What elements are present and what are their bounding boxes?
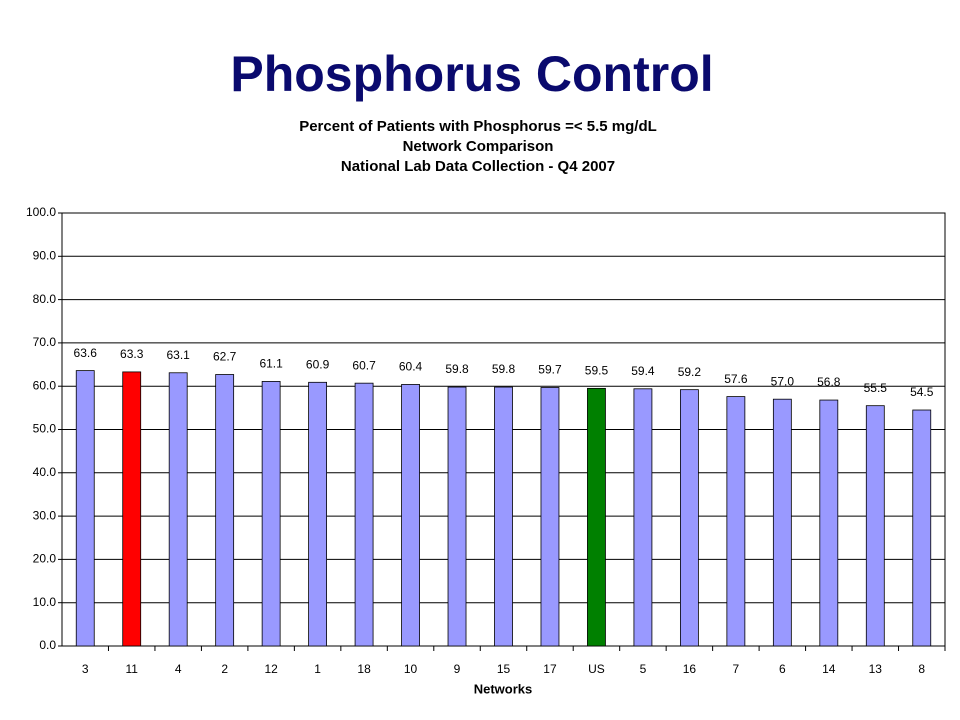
value-label: 63.6 [74,346,98,360]
value-label: 60.9 [306,357,330,371]
bar [308,381,328,647]
bar [679,389,699,647]
bar [912,409,932,647]
x-axis-label: Networks [474,681,533,696]
bar [122,371,142,647]
y-tick-label: 40.0 [33,465,57,479]
value-label: 63.3 [120,347,144,361]
bar [819,399,839,647]
y-tick-label: 100.0 [26,205,56,219]
x-tick-label: 4 [175,662,182,676]
bar [726,396,746,647]
value-label: 63.1 [167,348,191,362]
x-tick-label: 10 [404,662,418,676]
value-label: 57.6 [724,372,748,386]
x-tick-label: 1 [314,662,321,676]
bar [168,372,188,647]
bar [261,381,281,647]
value-label: 60.7 [352,358,376,372]
bar [865,405,885,647]
bar [633,388,653,647]
x-tick-label: 16 [683,662,697,676]
y-tick-label: 50.0 [33,422,57,436]
x-tick-label: 5 [640,662,647,676]
chart-title: Network Comparison [403,138,554,155]
x-tick-label: 18 [357,662,371,676]
value-label: 54.5 [910,385,934,399]
bar [494,386,513,647]
y-tick-label: 30.0 [33,508,57,522]
y-tick-label: 60.0 [33,378,57,392]
value-label: 55.5 [864,381,888,395]
x-tick-label: 2 [221,662,228,676]
x-tick-label: 13 [869,662,883,676]
slide-title: Phosphorus Control [230,46,713,102]
x-tick-label: US [588,662,605,676]
value-label: 62.7 [213,350,237,364]
bar [354,382,374,647]
bar [215,374,235,647]
bar [587,387,606,647]
x-tick-label: 7 [733,662,740,676]
x-tick-label: 14 [822,662,836,676]
y-tick-label: 70.0 [33,335,57,349]
x-tick-label: 9 [454,662,461,676]
x-tick-label: 3 [82,662,89,676]
y-tick-label: 20.0 [33,552,57,566]
value-label: 59.2 [678,365,702,379]
y-tick-label: 90.0 [33,248,57,262]
value-label: 59.8 [492,362,516,376]
value-label: 57.0 [771,374,795,388]
bar [75,370,95,647]
chart-title: National Lab Data Collection - Q4 2007 [341,158,615,175]
x-tick-label: 6 [779,662,786,676]
x-tick-label: 12 [264,662,278,676]
value-label: 61.1 [259,357,283,371]
value-label: 60.4 [399,360,423,374]
value-label: 59.8 [445,362,469,376]
x-tick-label: 8 [918,662,925,676]
value-label: 59.5 [585,364,609,378]
y-tick-label: 80.0 [33,292,57,306]
value-label: 59.4 [631,364,655,378]
y-tick-label: 0.0 [39,638,56,652]
x-tick-label: 17 [543,662,557,676]
value-label: 59.7 [538,363,562,377]
bar [401,384,420,647]
bar [447,386,467,647]
x-tick-label: 15 [497,662,511,676]
bar [772,398,792,647]
y-tick-label: 10.0 [33,595,57,609]
bar [540,387,560,647]
value-label: 56.8 [817,375,841,389]
chart-title: Percent of Patients with Phosphorus =< 5… [299,118,657,135]
x-tick-label: 11 [125,662,138,676]
